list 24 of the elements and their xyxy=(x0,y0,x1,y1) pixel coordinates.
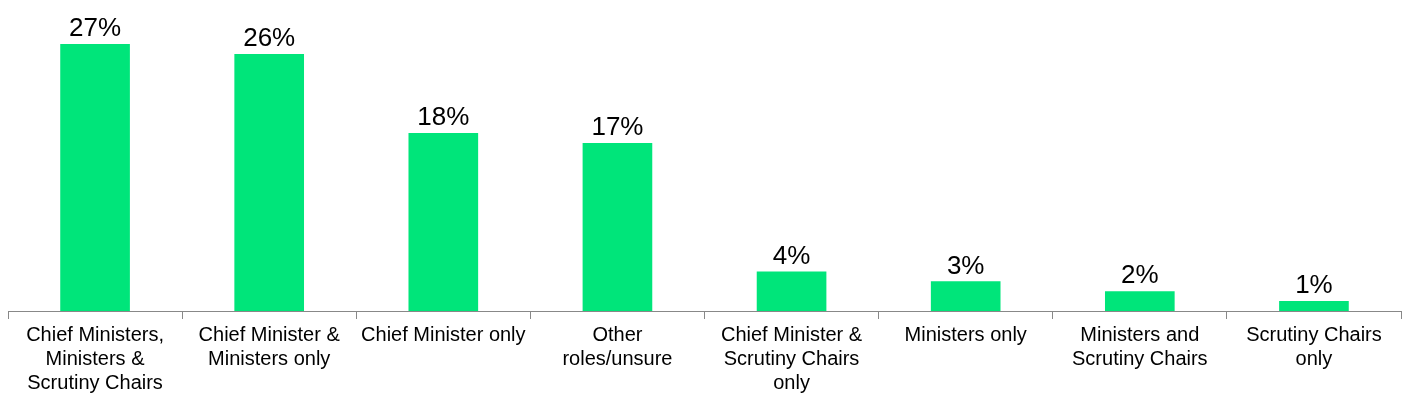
bar xyxy=(930,281,1001,311)
x-tick-label: Scrutiny Chairs only xyxy=(1246,322,1382,369)
data-label: 1% xyxy=(1295,269,1333,300)
data-label: 3% xyxy=(946,249,985,280)
bar xyxy=(408,133,479,311)
data-label: 26% xyxy=(243,22,296,53)
data-label: 4% xyxy=(772,239,811,270)
x-tick-label: Chief Minister only xyxy=(361,322,526,345)
x-tick-label: Chief Ministers, Ministers & Scrutiny Chairs xyxy=(26,322,164,393)
x-tick-label: Chief Minister & Ministers only xyxy=(198,322,341,369)
data-label: 27% xyxy=(69,12,122,43)
data-label: 18% xyxy=(417,101,470,132)
bar xyxy=(756,271,827,311)
bar xyxy=(582,142,653,311)
data-label: 2% xyxy=(1121,259,1159,290)
bar xyxy=(60,44,130,311)
bar xyxy=(1279,301,1349,311)
x-tick-label: Chief Minister & Scrutiny Chairs only xyxy=(720,322,863,393)
x-tick-label: Other roles/unsure xyxy=(562,322,673,369)
x-tick-label: Ministers only xyxy=(904,322,1027,345)
x-tick-label: Ministers and Scrutiny Chairs xyxy=(1072,322,1208,369)
data-label: 17% xyxy=(591,111,644,142)
bar xyxy=(234,53,305,311)
bar xyxy=(1104,291,1175,311)
